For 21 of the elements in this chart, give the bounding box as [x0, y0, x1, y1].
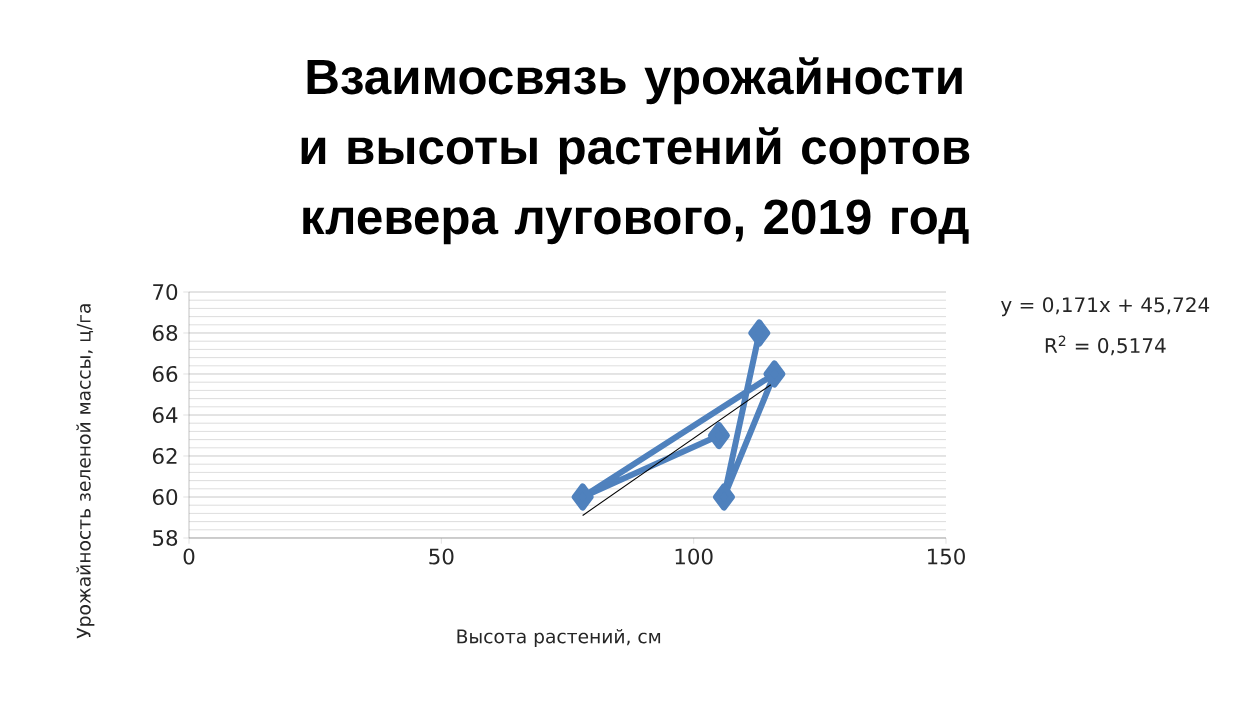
y-tick-label: 66	[152, 365, 178, 383]
y-axis-title: Урожайность зеленой массы, ц/га	[76, 304, 95, 639]
text: R$^{2}$ = 0,5174	[1045, 335, 1166, 356]
chart-title: Взаимосвязь урожайности и высоты растений сортов клевера лугового, 2019 год	[301, 57, 970, 245]
text: y = 0,171x + 45,724	[1001, 297, 1210, 317]
x-tick-label: 150	[927, 548, 965, 565]
point	[712, 483, 735, 511]
x-tick-label: 0	[183, 548, 195, 565]
y-tick-label: 58	[153, 529, 178, 547]
point	[571, 483, 594, 511]
x-axis-title: Высота растений, см	[457, 628, 661, 648]
y-tick-label: 60	[152, 488, 178, 506]
point	[707, 421, 730, 450]
y-tick-label: 62	[152, 447, 177, 465]
y-tick-label: 64	[152, 406, 178, 424]
point	[763, 360, 786, 388]
x-tick-label: 100	[675, 548, 713, 565]
y-tick-label: 68	[152, 324, 178, 342]
y-tick-label: 70	[153, 283, 178, 301]
point	[748, 319, 771, 347]
x-tick-label: 50	[429, 548, 454, 565]
